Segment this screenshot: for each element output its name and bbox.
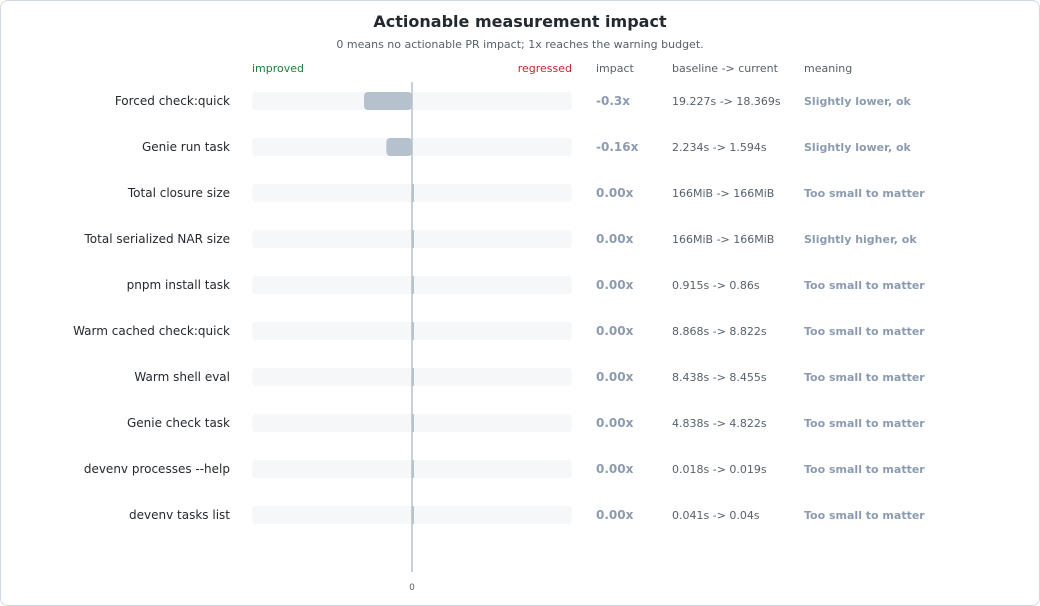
baseline-current-value: 0.041s -> 0.04s	[672, 509, 760, 522]
improved-direction-label: improved	[252, 62, 305, 75]
chart-title: Actionable measurement impact	[373, 12, 667, 31]
meaning-value: Too small to matter	[804, 325, 925, 338]
row-label: Warm shell eval	[134, 370, 230, 384]
meaning-value: Slightly lower, ok	[804, 95, 912, 108]
impact-value: 0.00x	[596, 416, 634, 430]
meaning-value: Too small to matter	[804, 187, 925, 200]
meaning-value: Slightly higher, ok	[804, 233, 917, 246]
baseline-current-value: 166MiB -> 166MiB	[672, 233, 774, 246]
meaning-value: Too small to matter	[804, 417, 925, 430]
impact-value: -0.16x	[596, 140, 639, 154]
baseline-current-value: 8.868s -> 8.822s	[672, 325, 767, 338]
chart-subtitle: 0 means no actionable PR impact; 1x reac…	[336, 38, 704, 51]
meaning-value: Too small to matter	[804, 371, 925, 384]
baseline-current-value: 0.018s -> 0.019s	[672, 463, 767, 476]
row-label: devenv processes --help	[84, 462, 230, 476]
meaning-value: Too small to matter	[804, 279, 925, 292]
row-label: pnpm install task	[127, 278, 230, 292]
baseline-current-value: 19.227s -> 18.369s	[672, 95, 781, 108]
baseline-current-value: 2.234s -> 1.594s	[672, 141, 767, 154]
baseline-column-header: baseline -> current	[672, 62, 778, 75]
meaning-value: Too small to matter	[804, 463, 925, 476]
impact-value: 0.00x	[596, 324, 634, 338]
meaning-value: Slightly lower, ok	[804, 141, 912, 154]
x-tick-label: 0	[409, 583, 415, 593]
impact-value: 0.00x	[596, 462, 634, 476]
impact-value: -0.3x	[596, 94, 630, 108]
baseline-current-value: 4.838s -> 4.822s	[672, 417, 767, 430]
row-label: Total serialized NAR size	[84, 232, 230, 246]
row-label: Forced check:quick	[115, 94, 230, 108]
impact-value: 0.00x	[596, 232, 634, 246]
impact-column-header: impact	[596, 62, 634, 75]
impact-value: 0.00x	[596, 186, 634, 200]
baseline-current-value: 8.438s -> 8.455s	[672, 371, 767, 384]
row-label: Total closure size	[127, 186, 230, 200]
baseline-current-value: 0.915s -> 0.86s	[672, 279, 760, 292]
baseline-current-value: 166MiB -> 166MiB	[672, 187, 774, 200]
impact-value: 0.00x	[596, 508, 634, 522]
impact-value: 0.00x	[596, 370, 634, 384]
row-label: Warm cached check:quick	[73, 324, 230, 338]
meaning-value: Too small to matter	[804, 509, 925, 522]
row-label: Genie check task	[127, 416, 230, 430]
row-label: devenv tasks list	[129, 508, 230, 522]
meaning-column-header: meaning	[804, 62, 853, 75]
row-label: Genie run task	[142, 140, 230, 154]
impact-bar	[364, 92, 412, 110]
impact-value: 0.00x	[596, 278, 634, 292]
regressed-direction-label: regressed	[517, 62, 572, 75]
impact-bar	[386, 138, 412, 156]
